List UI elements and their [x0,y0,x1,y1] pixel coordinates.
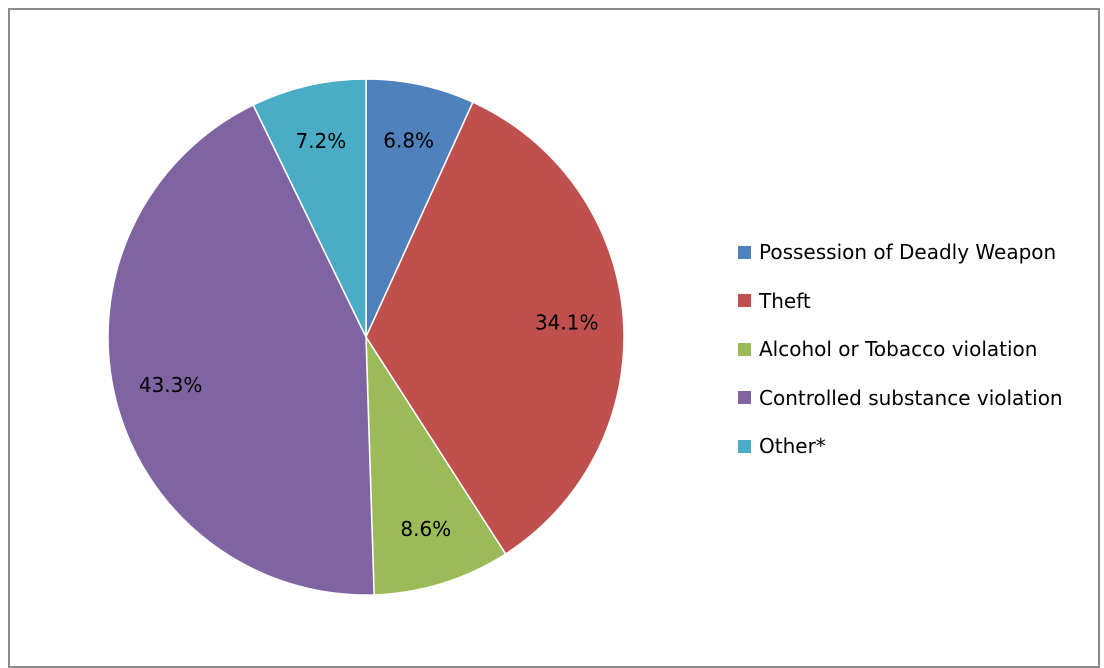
pie-slice-possession-of-deadly-weapon [365,78,474,338]
legend-swatch [738,342,751,356]
pie-data-labels: 6.8% 34.1% 8.6% 43.3% 7.2% [139,128,599,541]
legend-swatch [738,439,751,453]
legend-label: Controlled substance violation [759,385,1063,410]
legend-swatch [738,294,751,308]
data-label: 43.3% [139,373,203,397]
pie-slice-other [252,78,367,338]
data-label: 34.1% [535,310,599,334]
legend-item-alcohol-or-tobacco-violation: Alcohol or Tobacco violation [738,325,1063,374]
legend-swatch [738,391,751,405]
legend-label: Other* [759,434,826,459]
pie-slice-controlled-substance-violation [107,103,375,596]
data-label: 7.2% [295,129,346,153]
legend-item-other: Other* [738,422,1063,471]
legend-label: Possession of Deadly Weapon [759,240,1057,265]
legend-label: Theft [759,288,811,313]
chart-legend: Possession of Deadly Weapon Theft Alcoho… [738,228,1063,471]
legend-swatch [738,245,751,259]
data-label: 8.6% [400,517,451,541]
pie-slice-theft [365,101,625,556]
pie-slices [107,78,625,596]
legend-item-theft: Theft [738,277,1063,326]
legend-item-controlled-substance-violation: Controlled substance violation [738,374,1063,423]
legend-label: Alcohol or Tobacco violation [759,337,1038,362]
data-label: 6.8% [383,128,434,152]
pie-slice-alcohol-or-tobacco-violation [365,334,507,596]
legend-item-possession-of-deadly-weapon: Possession of Deadly Weapon [738,228,1063,277]
